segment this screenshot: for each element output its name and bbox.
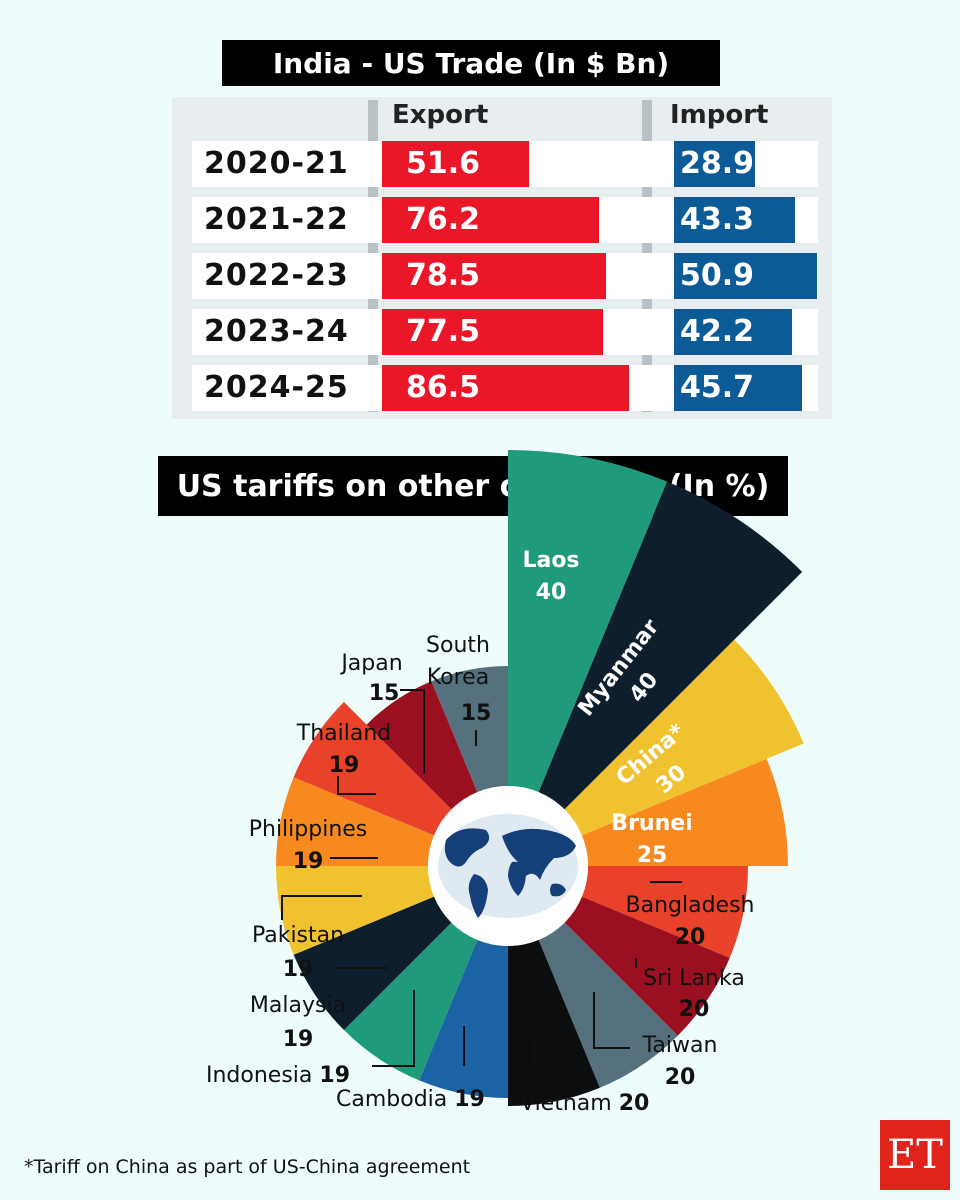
tariff-segment-myanmar xyxy=(538,481,803,810)
slice-label: Cambodia 19 xyxy=(336,1087,485,1112)
slice-label: Indonesia 19 xyxy=(206,1063,350,1088)
trade-chart-title: India - US Trade (In $ Bn) xyxy=(222,40,720,86)
slice-label: Brunei 25 xyxy=(611,811,692,868)
export-bar xyxy=(382,309,603,355)
slice-label: Taiwan 20 xyxy=(642,1033,718,1090)
slice-label: Pakistan 19 xyxy=(252,923,344,982)
tariff-segment-laos xyxy=(508,450,668,793)
tariff-segment-indonesia xyxy=(343,922,478,1081)
slice-label: Laos 40 xyxy=(522,548,579,605)
tariff-segment-philippines xyxy=(276,777,435,866)
leader-line xyxy=(281,895,362,920)
tariff-segment-thailand xyxy=(293,701,452,836)
slice-label: Bangladesh 20 xyxy=(626,893,755,950)
leader-line xyxy=(593,992,630,1049)
export-bar xyxy=(382,197,600,243)
import-value: 42.2 xyxy=(680,314,755,349)
tariff-segment-china- xyxy=(564,639,804,836)
import-bar xyxy=(674,253,817,299)
footnote: *Tariff on China as part of US-China agr… xyxy=(24,1156,471,1178)
export-value: 86.5 xyxy=(406,370,481,405)
tariff-segment-malaysia xyxy=(293,896,452,1031)
import-value: 45.7 xyxy=(680,370,755,405)
import-bar xyxy=(674,365,802,411)
import-bar xyxy=(674,197,796,243)
tariff-segment-taiwan xyxy=(538,922,678,1088)
export-bar xyxy=(382,365,629,411)
tariff-segment-bangladesh xyxy=(581,866,748,958)
export-value: 76.2 xyxy=(406,202,481,237)
slice-label: Malaysia 19 xyxy=(250,993,346,1052)
tariff-segment-south-korea xyxy=(431,666,508,793)
export-bar xyxy=(382,253,606,299)
export-value: 78.5 xyxy=(406,258,481,293)
tariff-segment-cambodia xyxy=(419,939,508,1098)
slice-label: Japan 15 xyxy=(339,651,402,706)
leader-line xyxy=(372,990,415,1067)
year-label: 2022-23 xyxy=(204,258,349,293)
import-column-header: Import xyxy=(670,100,769,130)
export-value: 51.6 xyxy=(406,146,481,181)
leader-line xyxy=(400,689,425,774)
tariff-segment-sri-lanka xyxy=(564,896,730,1036)
import-bar xyxy=(674,141,755,187)
tariff-segment-brunei xyxy=(581,758,788,866)
slice-label: Philippines 19 xyxy=(249,817,368,874)
tariff-segment-pakistan xyxy=(276,866,435,955)
leader-line xyxy=(337,776,376,795)
slice-label: Sri Lanka 20 xyxy=(643,966,745,1022)
et-logo: ET xyxy=(880,1120,950,1190)
world-map-icon xyxy=(438,814,578,918)
tariff-segment-japan xyxy=(366,681,478,810)
slice-label: South Korea 15 xyxy=(426,633,491,726)
year-label: 2023-24 xyxy=(204,314,349,349)
slice-label: Vietnam 20 xyxy=(520,1091,649,1116)
slice-label: Thailand 19 xyxy=(296,721,391,778)
export-value: 77.5 xyxy=(406,314,481,349)
export-bar xyxy=(382,141,530,187)
tariff-segment-vietnam xyxy=(508,939,600,1106)
export-column-header: Export xyxy=(392,100,489,130)
import-bar xyxy=(674,309,793,355)
year-label: 2020-21 xyxy=(204,146,349,181)
import-value: 50.9 xyxy=(680,258,755,293)
year-label: 2024-25 xyxy=(204,370,349,405)
import-value: 28.9 xyxy=(680,146,755,181)
import-value: 43.3 xyxy=(680,202,755,237)
year-label: 2021-22 xyxy=(204,202,349,237)
